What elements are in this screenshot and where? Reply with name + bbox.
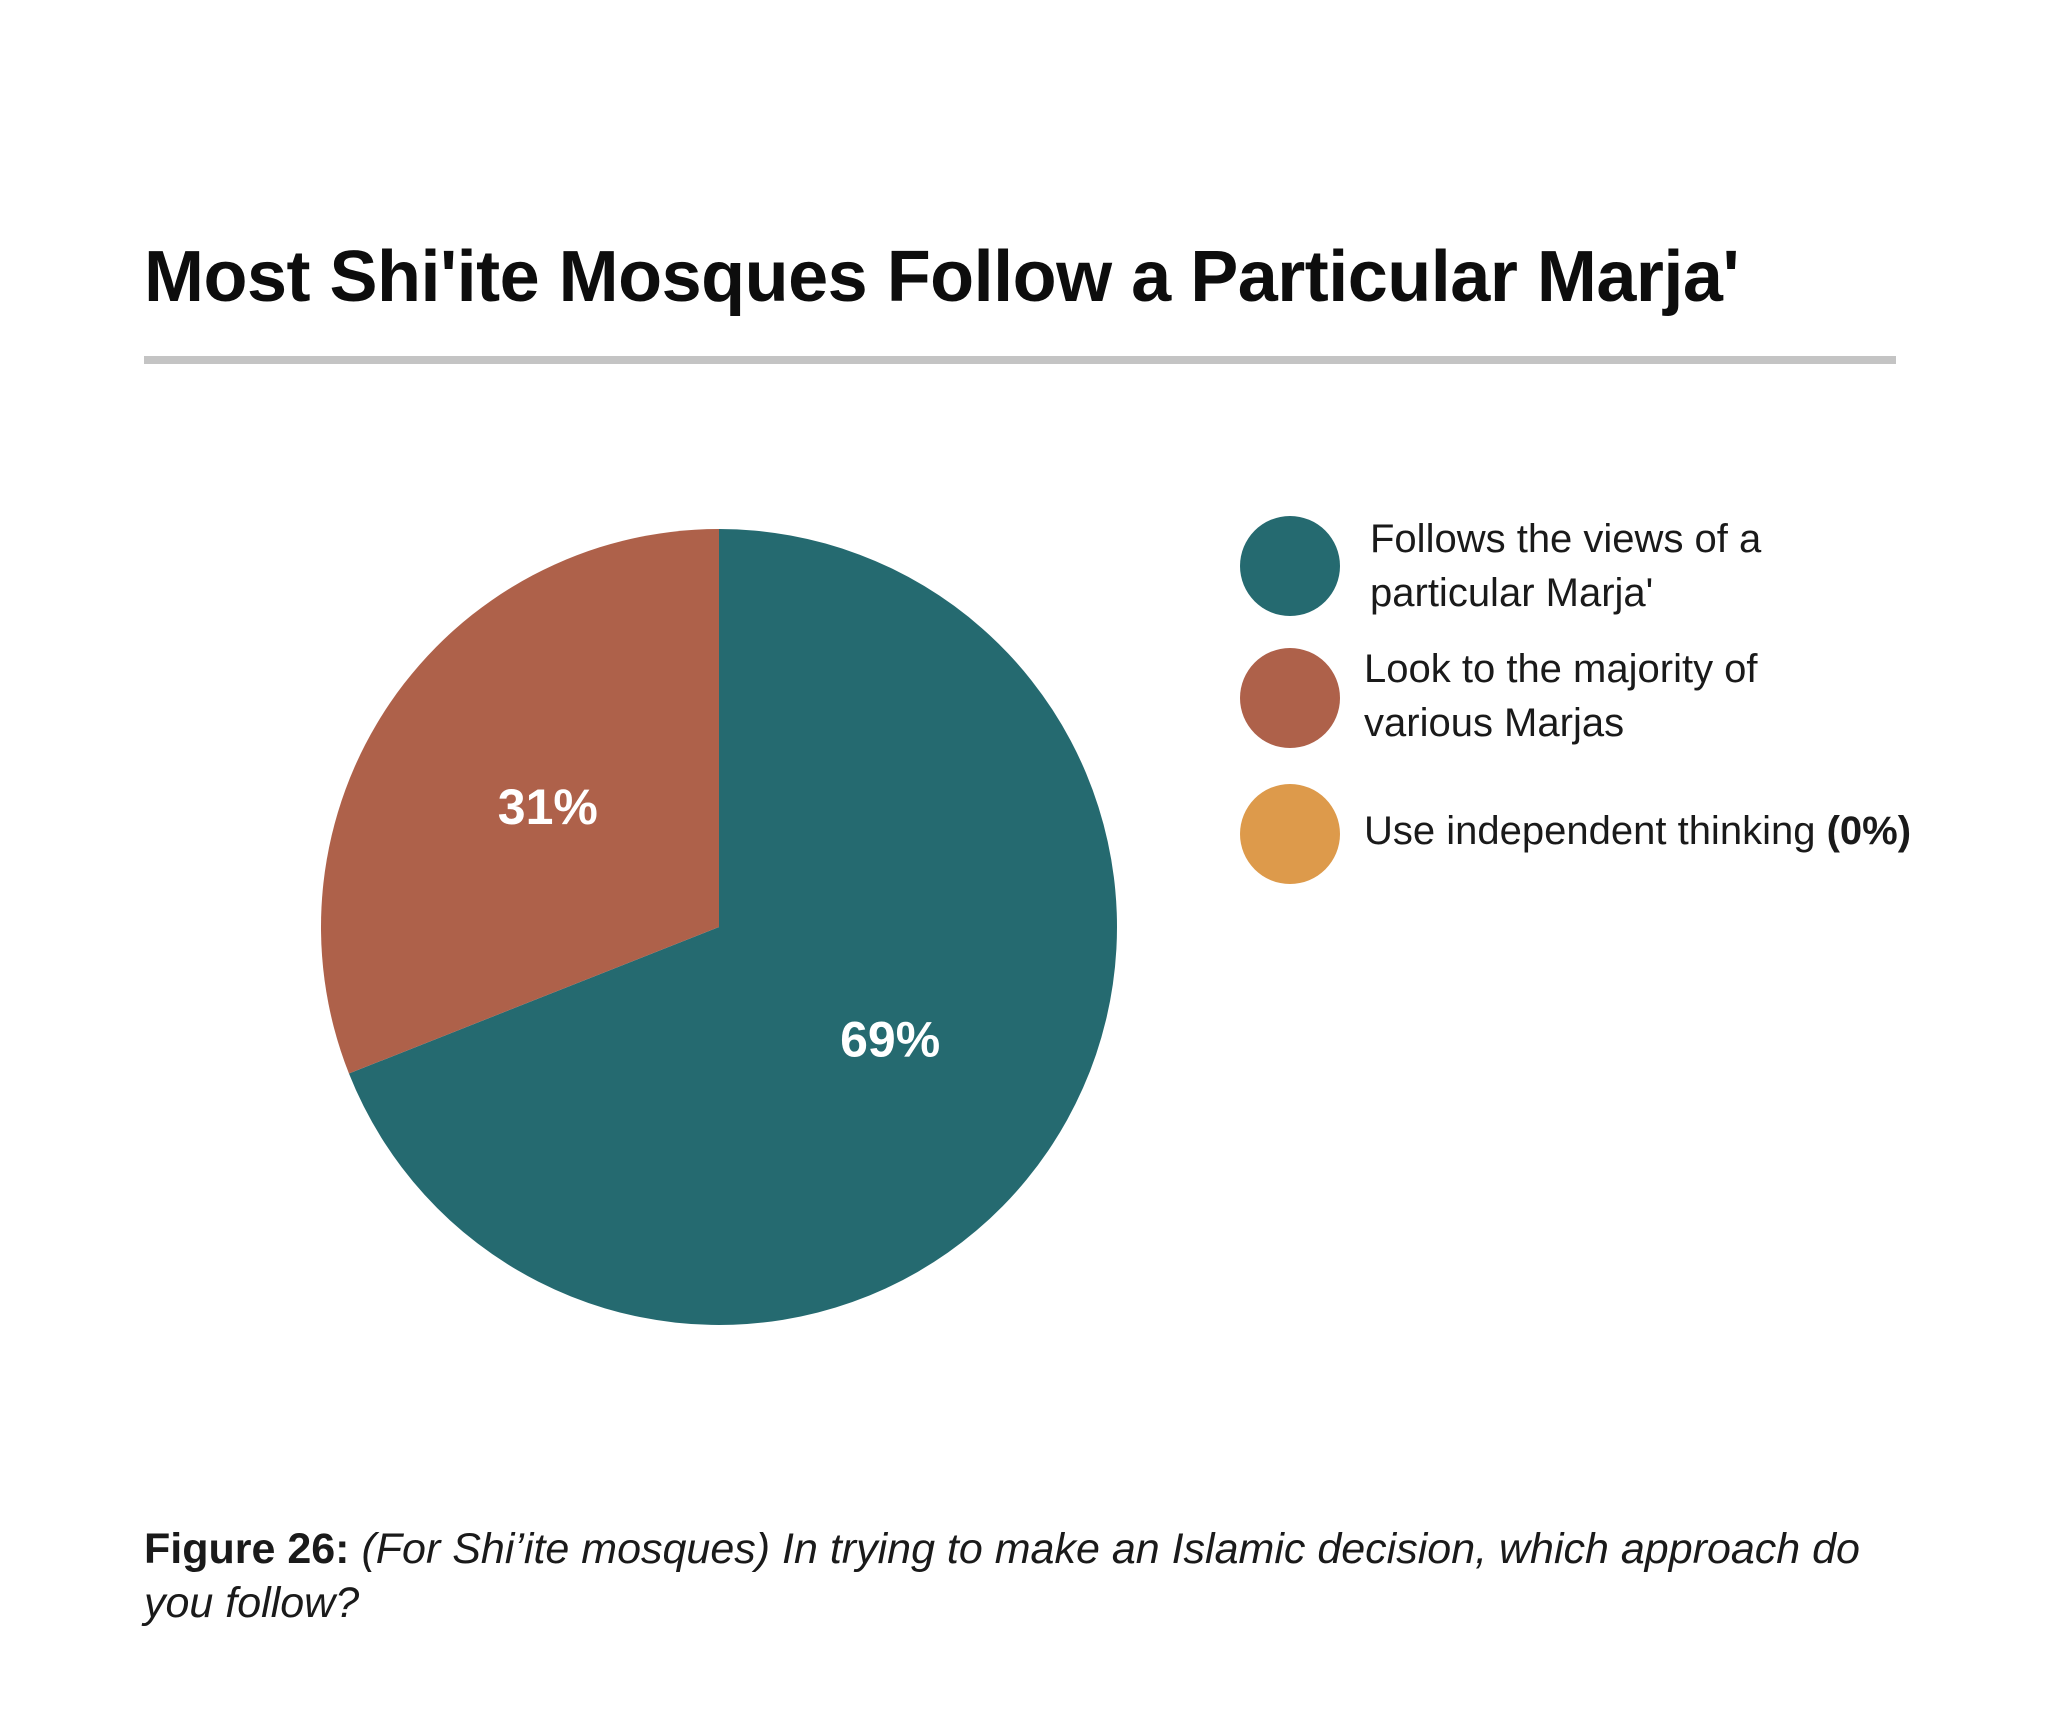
figure-question: (For Shi’ite mosques) In trying to make … [144,1525,1860,1627]
pie-slice-particular-marja [348,529,1118,1325]
title-divider [144,356,1896,364]
pie-slice-majority-marjas [321,529,719,1074]
legend-label-majority-marjas: Look to the majority of various Marjas [1364,642,1758,750]
pie-label-majority-marjas: 31% [498,779,598,835]
legend-label-percent: (0%) [1826,809,1912,853]
legend-swatch-independent-thinking [1240,784,1340,884]
legend-label-particular-marja: Follows the views of a particular Marja' [1370,512,1761,620]
figure-label: Figure 26: [144,1525,350,1573]
chart-title: Most Shi'ite Mosques Follow a Particular… [144,237,1740,317]
legend-label-line: Look to the majority of [1364,647,1758,691]
legend-label-line: Follows the views of a [1370,517,1762,561]
legend-label-independent-thinking: Use independent thinking (0%) [1364,804,1911,858]
figure-caption: Figure 26: (For Shi’ite mosques) In tryi… [144,1522,1934,1630]
pie-label-particular-marja: 69% [840,1012,940,1068]
legend-swatch-particular-marja [1240,516,1340,616]
legend-label-line: various Marjas [1364,701,1625,745]
legend-swatch-majority-marjas [1240,648,1340,748]
legend-label-text: Use independent thinking [1364,809,1816,853]
legend-label-line: particular Marja' [1370,571,1654,615]
